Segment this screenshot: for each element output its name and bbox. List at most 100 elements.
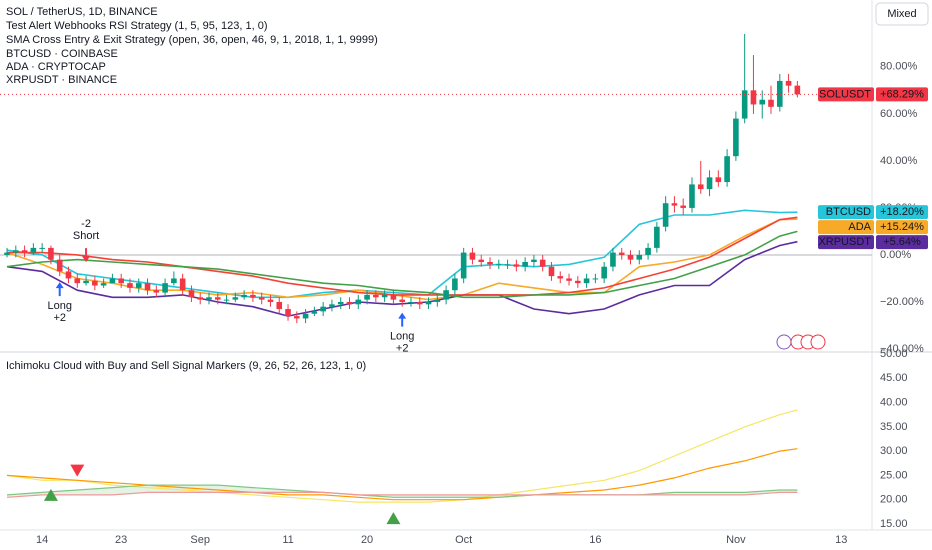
icon: [776, 334, 792, 350]
sma-line: [6, 230, 798, 299]
y-tick-label: 50.00: [880, 348, 908, 360]
candle-body: [548, 266, 555, 277]
badge-value-bg: [876, 220, 928, 235]
candle-body: [267, 299, 274, 302]
compare-legend: ADA · CRYPTOCAP: [6, 61, 106, 73]
candle-body: [689, 184, 695, 208]
candle-body: [83, 280, 89, 284]
compare-line: [6, 218, 798, 301]
signal-arrow: [82, 248, 91, 263]
y-tick-label: 45.00: [880, 372, 908, 384]
candle-body: [390, 294, 397, 300]
candle-body: [206, 297, 212, 300]
badge-name-bg: [818, 87, 874, 102]
compare-line: [6, 209, 798, 299]
y-tick-label: 40.00%: [880, 155, 918, 167]
candle-body: [48, 247, 54, 260]
candle-body: [592, 278, 599, 280]
badge-value: +15.24%: [880, 221, 924, 233]
study-legend: SMA Cross Entry & Exit Strategy (open, 3…: [6, 34, 378, 46]
scale-mode-label[interactable]: Mixed: [887, 8, 916, 20]
candle-body: [724, 156, 730, 183]
candle-body: [144, 283, 151, 291]
candle-body: [74, 278, 81, 284]
compare-legend: BTCUSD · COINBASE: [6, 48, 118, 60]
candle-body: [30, 247, 37, 253]
badge-value-bg: [876, 235, 928, 250]
candle-body: [680, 205, 686, 208]
candle-body: [118, 278, 124, 284]
candle-body: [697, 184, 704, 190]
ichimoku-line: [6, 491, 798, 498]
candle-body: [250, 294, 256, 298]
signal-label: +2: [396, 343, 409, 355]
badge-name: BTCUSD: [826, 206, 871, 218]
signal-triangle: [386, 512, 401, 525]
badge-name: SOLUSDT: [819, 88, 871, 100]
x-tick-label: 11: [282, 534, 293, 546]
badge-name-bg: [818, 235, 874, 250]
y-tick-label: 0.00%: [880, 249, 911, 261]
candle-body: [522, 262, 528, 267]
candle-body: [294, 316, 300, 319]
candle-body: [21, 250, 28, 253]
compare-legend: XRPUSDT · BINANCE: [6, 74, 117, 86]
candle-body: [566, 278, 572, 281]
candle-body: [627, 254, 634, 260]
x-tick-label: 16: [589, 534, 601, 546]
candle-body: [153, 290, 160, 293]
candle-body: [706, 177, 713, 190]
candle-body: [100, 283, 107, 286]
candle-body: [715, 177, 722, 183]
candle-body: [741, 90, 748, 119]
candle-body: [127, 283, 133, 288]
candle-body: [135, 283, 142, 288]
candle-body: [346, 301, 353, 305]
candle-body: [188, 290, 195, 298]
signal-arrow: [55, 282, 64, 297]
candle-body: [276, 301, 283, 310]
ichimoku-line: [6, 484, 798, 498]
y-tick-label: 40.00: [880, 396, 908, 408]
candle-body: [13, 250, 19, 253]
scale-mode-button[interactable]: [875, 2, 929, 26]
signal-triangle: [70, 464, 85, 477]
signal-arrow: [398, 312, 407, 327]
candle-body: [495, 264, 502, 266]
signal-triangle: [43, 488, 58, 501]
candle-body: [197, 297, 204, 300]
candle-body: [381, 294, 388, 298]
signal-label: +2: [53, 312, 66, 324]
signal-label: Long: [390, 331, 414, 343]
candle-body: [399, 299, 405, 302]
candle-body: [65, 271, 72, 279]
badge-name-bg: [818, 220, 874, 235]
badge-name: XRPUSDT: [818, 236, 871, 248]
candle-body: [302, 313, 309, 319]
candle-body: [416, 301, 423, 305]
y-tick-label: 25.00: [880, 469, 908, 481]
ichimoku-line: [6, 448, 798, 501]
symbol-title: SOL / TetherUS, 1D, BINANCE: [6, 6, 158, 18]
candle-body: [785, 80, 792, 86]
study-legend: Test Alert Webhooks RSI Strategy (1, 5, …: [6, 20, 268, 32]
candle-body: [539, 259, 546, 267]
candle-body: [373, 294, 379, 298]
candle-body: [645, 247, 651, 255]
signal-label: Long: [47, 300, 71, 312]
candle-body: [214, 297, 221, 300]
candle-body: [654, 226, 660, 248]
candle-body: [320, 306, 326, 312]
candle-body: [171, 278, 177, 284]
candle-body: [241, 294, 247, 298]
candle-body: [794, 85, 801, 95]
x-tick-label: 13: [835, 534, 847, 546]
candle-body: [425, 301, 432, 305]
candle-body: [759, 99, 766, 105]
candle-body: [504, 264, 511, 266]
y-tick-label: 20.00: [880, 494, 908, 506]
candle-body: [162, 283, 168, 293]
candle-body: [311, 311, 318, 314]
badge-name-bg: [818, 205, 874, 220]
x-tick-label: 23: [115, 534, 127, 546]
